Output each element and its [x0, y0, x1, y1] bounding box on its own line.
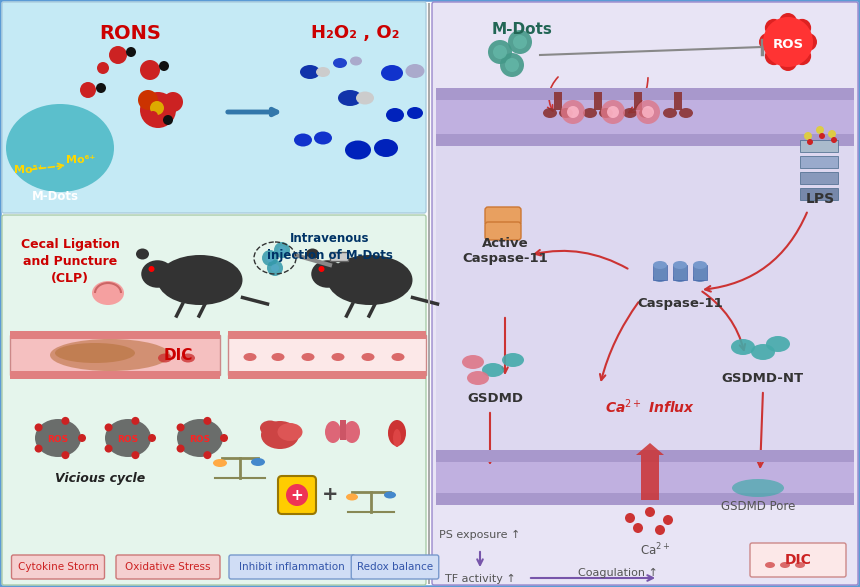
Bar	[228, 371, 426, 379]
Text: ROS: ROS	[772, 38, 803, 50]
Circle shape	[220, 434, 228, 442]
Ellipse shape	[136, 248, 149, 259]
Circle shape	[561, 100, 585, 124]
Ellipse shape	[346, 494, 358, 501]
Circle shape	[34, 423, 43, 431]
Text: Inhibit inflammation: Inhibit inflammation	[239, 562, 345, 572]
Circle shape	[149, 266, 155, 272]
Ellipse shape	[482, 363, 504, 377]
Text: +: +	[322, 485, 338, 504]
Text: Cytokine Storm: Cytokine Storm	[17, 562, 98, 572]
Circle shape	[500, 53, 524, 77]
Ellipse shape	[780, 562, 790, 568]
Ellipse shape	[673, 274, 687, 282]
Ellipse shape	[105, 419, 151, 457]
Text: ROS: ROS	[189, 436, 211, 444]
Circle shape	[150, 101, 164, 115]
Circle shape	[266, 254, 274, 262]
Circle shape	[567, 106, 579, 118]
Circle shape	[278, 246, 286, 254]
Bar	[653, 265, 667, 280]
Circle shape	[132, 417, 139, 425]
Circle shape	[138, 90, 158, 110]
Ellipse shape	[311, 260, 344, 288]
Text: DIC: DIC	[163, 348, 193, 363]
Circle shape	[645, 507, 655, 517]
Circle shape	[601, 100, 625, 124]
Bar	[228, 331, 426, 339]
Circle shape	[819, 133, 825, 139]
Ellipse shape	[374, 139, 398, 157]
Circle shape	[204, 417, 212, 425]
Ellipse shape	[157, 255, 243, 305]
Bar	[436, 88, 854, 100]
Text: TF activity ↑: TF activity ↑	[445, 574, 515, 584]
Circle shape	[78, 434, 86, 442]
Bar	[436, 146, 854, 450]
Circle shape	[779, 53, 797, 71]
Bar	[594, 92, 602, 110]
Circle shape	[765, 19, 783, 37]
Ellipse shape	[559, 108, 573, 118]
Text: Intravenous
injection of M-Dots: Intravenous injection of M-Dots	[267, 232, 393, 262]
Circle shape	[105, 423, 113, 431]
Ellipse shape	[462, 355, 484, 369]
Ellipse shape	[391, 353, 404, 361]
Text: GSDMD Pore: GSDMD Pore	[721, 500, 796, 513]
Text: LPS: LPS	[806, 192, 834, 206]
Ellipse shape	[55, 343, 135, 363]
Circle shape	[163, 92, 183, 112]
Text: Caspase-11: Caspase-11	[637, 297, 723, 310]
Ellipse shape	[388, 420, 406, 446]
Ellipse shape	[406, 64, 425, 78]
Circle shape	[831, 137, 837, 143]
Circle shape	[804, 132, 812, 140]
Ellipse shape	[583, 108, 597, 118]
Circle shape	[807, 139, 813, 145]
Text: H₂O₂ , O₂: H₂O₂ , O₂	[310, 24, 399, 42]
Ellipse shape	[502, 353, 524, 367]
Circle shape	[816, 126, 824, 134]
Text: Active
Caspase-11: Active Caspase-11	[462, 237, 548, 265]
Circle shape	[793, 19, 811, 37]
FancyBboxPatch shape	[116, 555, 220, 579]
Circle shape	[96, 83, 106, 93]
FancyBboxPatch shape	[351, 555, 439, 579]
Text: ROS: ROS	[47, 436, 69, 444]
Ellipse shape	[314, 131, 332, 144]
Ellipse shape	[693, 274, 707, 282]
Ellipse shape	[35, 419, 81, 457]
Circle shape	[34, 444, 43, 453]
FancyBboxPatch shape	[485, 207, 521, 225]
Ellipse shape	[261, 421, 299, 449]
Bar	[10, 371, 220, 379]
Ellipse shape	[251, 458, 265, 466]
Circle shape	[105, 444, 113, 453]
Circle shape	[176, 444, 185, 453]
Ellipse shape	[361, 353, 374, 361]
Text: GSDMD-NT: GSDMD-NT	[721, 372, 803, 385]
Ellipse shape	[356, 92, 374, 104]
Circle shape	[636, 100, 660, 124]
Circle shape	[61, 417, 70, 425]
Text: PS exposure ↑: PS exposure ↑	[439, 530, 520, 540]
Circle shape	[655, 525, 665, 535]
Circle shape	[625, 513, 635, 523]
Text: Vicious cycle: Vicious cycle	[55, 472, 145, 485]
Ellipse shape	[679, 108, 693, 118]
Ellipse shape	[693, 261, 707, 269]
FancyBboxPatch shape	[485, 222, 521, 240]
Bar	[800, 156, 838, 168]
Circle shape	[763, 17, 813, 67]
Ellipse shape	[795, 562, 805, 568]
Ellipse shape	[543, 108, 557, 118]
Ellipse shape	[350, 56, 362, 66]
Ellipse shape	[278, 423, 303, 441]
Ellipse shape	[381, 65, 403, 81]
FancyBboxPatch shape	[2, 2, 426, 213]
Circle shape	[286, 484, 308, 506]
Circle shape	[607, 106, 619, 118]
Bar	[228, 335, 426, 375]
Bar	[340, 420, 346, 440]
